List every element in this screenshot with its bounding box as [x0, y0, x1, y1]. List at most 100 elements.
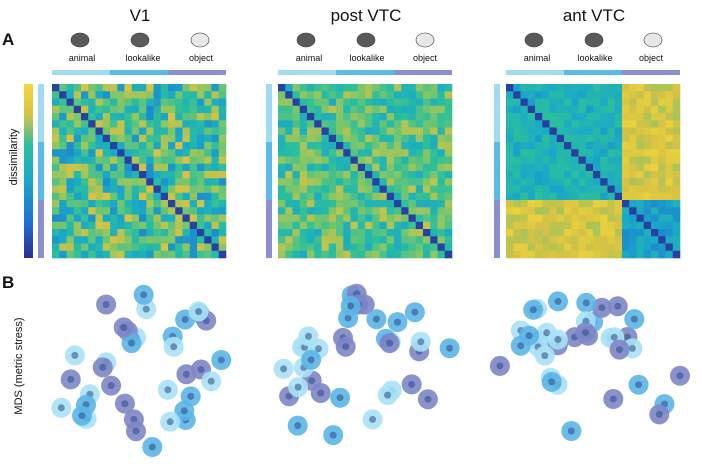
matrix-cell [139, 149, 147, 157]
matrix-cell [168, 163, 176, 172]
matrix-cell [386, 127, 395, 136]
matrix-cell [658, 178, 666, 186]
matrix-cell [357, 84, 366, 92]
matrix-cell [527, 163, 536, 172]
matrix-cell [175, 229, 183, 237]
matrix-cell [81, 229, 89, 237]
matrix-cell [285, 149, 293, 157]
matrix-cell [160, 185, 169, 194]
matrix-cell [211, 91, 220, 99]
matrix-cell [299, 178, 308, 186]
matrix-cell [328, 178, 337, 186]
matrix-cell [52, 178, 60, 186]
matrix-cell [614, 156, 623, 165]
mds-point-glyph [140, 291, 148, 299]
matrix-cell [168, 185, 176, 194]
matrix-cell [168, 171, 176, 179]
matrix-cell [285, 142, 293, 150]
matrix-cell [423, 178, 431, 186]
matrix-cell [437, 243, 446, 252]
matrix-cell [520, 171, 529, 179]
matrix-cell [124, 156, 133, 165]
matrix-cell [401, 127, 409, 136]
matrix-cell [549, 243, 558, 252]
matrix-cell [211, 127, 220, 136]
matrix-cell [614, 243, 623, 252]
matrix-cell [578, 98, 587, 107]
matrix-cell [415, 221, 424, 230]
matrix-cell [73, 192, 82, 201]
matrix-cell [328, 221, 337, 230]
matrix-cell [160, 142, 169, 150]
matrix-cell [117, 214, 125, 223]
matrix-cell [379, 200, 388, 208]
matrix-cell [189, 105, 198, 114]
matrix-cell [556, 163, 565, 172]
category-icon [190, 32, 210, 48]
matrix-cell [110, 229, 118, 237]
matrix-cell [513, 236, 521, 244]
matrix-cell [365, 236, 373, 244]
matrix-cell [672, 149, 681, 157]
matrix-cell [102, 214, 111, 223]
matrix-cell [651, 105, 659, 114]
matrix-cell [423, 134, 431, 143]
matrix-cell [386, 163, 395, 172]
matrix-cell [350, 127, 359, 136]
matrix-cell [437, 221, 446, 230]
matrix-cell [73, 229, 82, 237]
matrix-cell [307, 163, 315, 172]
matrix-cell [102, 142, 111, 150]
matrix-cell [556, 214, 565, 223]
matrix-cell [643, 243, 652, 252]
matrix-cell [506, 214, 514, 223]
matrix-cell [578, 214, 587, 223]
matrix-cell [636, 163, 645, 172]
matrix-cell [204, 163, 212, 172]
mds-point-glyph [424, 395, 432, 403]
mds-point-glyph [609, 395, 617, 403]
matrix-cell [314, 149, 322, 157]
matrix-cell [357, 142, 366, 150]
matrix-cell [299, 142, 308, 150]
matrix-cell [278, 149, 286, 157]
matrix-cell [88, 142, 96, 150]
matrix-cell [139, 243, 147, 252]
matrix-cell [292, 98, 301, 107]
matrix-cell [197, 192, 205, 201]
matrix-cell [600, 98, 608, 107]
cat-label-object: object [188, 53, 214, 63]
matrix-cell [102, 113, 111, 121]
matrix-cell [665, 84, 674, 92]
matrix-cell [651, 185, 659, 194]
matrix-cell [527, 127, 536, 136]
mds-point-glyph [541, 352, 549, 360]
matrix-cell [278, 134, 286, 143]
matrix-cell [328, 149, 337, 157]
matrix-cell [600, 91, 608, 99]
matrix-cell [81, 214, 89, 223]
matrix-cell [643, 120, 652, 128]
matrix-cell [299, 127, 308, 136]
matrix-cell [408, 134, 417, 143]
cat-label-lookalike: lookalike [125, 53, 161, 63]
matrix-cell [386, 185, 395, 194]
matrix-cell [292, 229, 301, 237]
matrix-cell [437, 236, 446, 244]
matrix-cell [571, 214, 579, 223]
matrix-cell [59, 207, 67, 215]
matrix-cell [394, 200, 402, 208]
matrix-cell [328, 84, 337, 92]
matrix-cell [622, 113, 630, 121]
matrix-cell [430, 200, 438, 208]
matrix-cell [643, 149, 652, 157]
matrix-cell [139, 120, 147, 128]
matrix-cell [394, 127, 402, 136]
matrix-cell [110, 192, 118, 201]
matrix-cell [81, 149, 89, 157]
matrix-cell [73, 178, 82, 186]
matrix-cell [73, 142, 82, 150]
mds-point-glyph [99, 363, 107, 371]
matrix-cell [124, 120, 133, 128]
matrix-cell [321, 178, 330, 186]
